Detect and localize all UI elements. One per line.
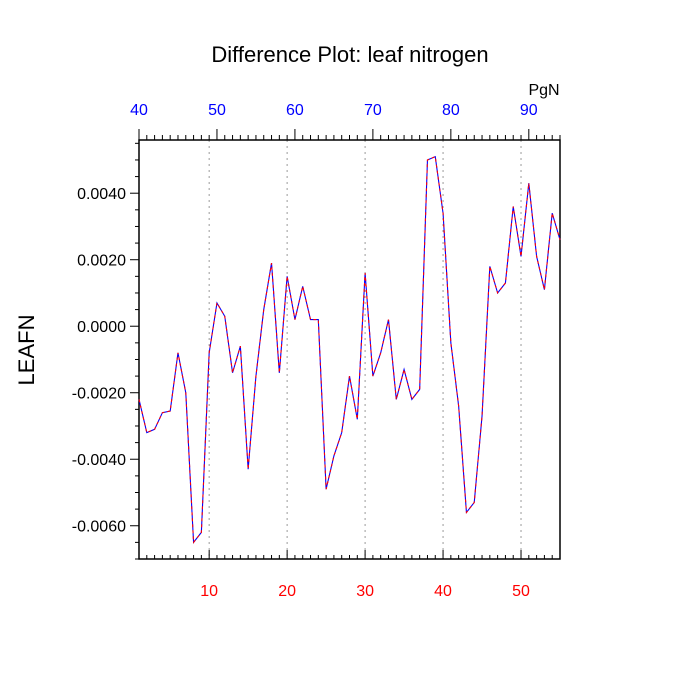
grid-layer: [208, 140, 522, 559]
series-line-overlay: [138, 155, 561, 544]
chart-title: Difference Plot: leaf nitrogen: [211, 42, 488, 67]
top-tick-label: 70: [364, 102, 382, 119]
x-tick-label: 50: [512, 583, 530, 600]
top-axis-unit: PgN: [528, 82, 559, 99]
plot-frame: [138, 139, 561, 560]
axes-layer: 10 20 30 40 50 40 50 60 70 80 90 0.0040 0.0020 0.0000…: [72, 102, 561, 600]
y-axis-label: LEAFN: [14, 315, 39, 386]
y-tick-label: -0.0040: [72, 452, 126, 469]
y-tick-label: 0.0020: [77, 253, 126, 270]
x-tick-label: 20: [278, 583, 296, 600]
x-tick-label: 40: [434, 583, 452, 600]
top-tick-label: 40: [130, 102, 148, 119]
series-layer: [138, 155, 561, 544]
y-tick-label: -0.0020: [72, 386, 126, 403]
top-tick-label: 90: [520, 102, 538, 119]
y-tick-label: -0.0060: [72, 519, 126, 536]
y-tick-label: 0.0000: [77, 319, 126, 336]
top-tick-label: 80: [442, 102, 460, 119]
top-tick-label: 50: [208, 102, 226, 119]
y-tick-label: 0.0040: [77, 186, 126, 203]
series-line: [138, 155, 561, 544]
x-tick-label: 30: [356, 583, 374, 600]
x-tick-label: 10: [200, 583, 218, 600]
top-tick-label: 60: [286, 102, 304, 119]
